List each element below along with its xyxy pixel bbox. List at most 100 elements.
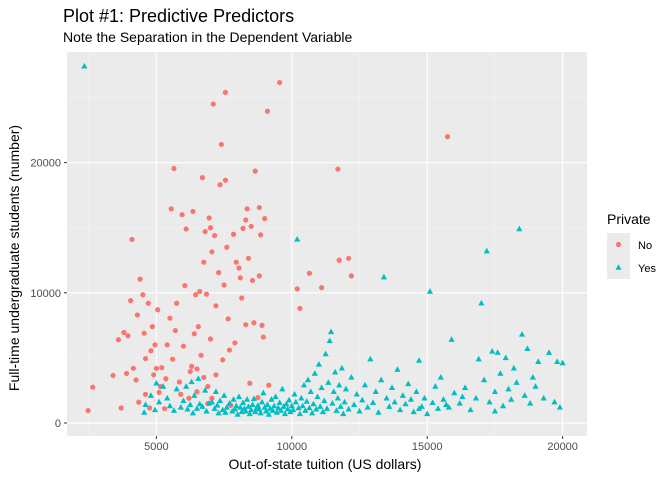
data-point-no — [183, 226, 189, 232]
y-tick-label: 20000 — [30, 158, 61, 170]
data-point-yes — [268, 396, 275, 402]
data-point-yes — [233, 402, 240, 409]
data-point-yes — [196, 400, 203, 407]
data-point-yes — [229, 407, 236, 414]
data-point-yes — [413, 388, 420, 394]
data-point-yes — [183, 383, 190, 389]
data-point-yes — [467, 406, 474, 413]
data-point-yes — [499, 402, 507, 409]
data-point-no — [172, 327, 178, 334]
data-point-yes — [223, 403, 230, 410]
data-point-no — [255, 395, 261, 401]
data-point-yes — [356, 407, 363, 414]
data-point-yes — [264, 401, 271, 407]
data-point-no — [197, 288, 203, 295]
data-point-no — [240, 225, 246, 231]
data-point-yes — [246, 410, 253, 417]
data-point-yes — [279, 385, 286, 392]
chart-subtitle: Note the Separation in the Dependent Var… — [63, 29, 352, 45]
legend-title: Private — [607, 211, 651, 227]
data-point-yes — [269, 407, 276, 413]
data-point-no — [134, 312, 141, 318]
data-point-yes — [304, 376, 312, 383]
data-point-no — [121, 329, 127, 336]
data-point-no — [336, 257, 342, 263]
data-point-no — [221, 282, 227, 288]
data-point-no — [141, 330, 147, 336]
data-point-no — [335, 166, 341, 172]
data-point-yes — [184, 405, 191, 412]
data-point-yes — [516, 225, 523, 232]
data-point-yes — [239, 399, 247, 406]
data-point-yes — [248, 406, 255, 413]
data-point-yes — [338, 364, 345, 371]
data-point-yes — [437, 374, 444, 380]
data-point-yes — [276, 399, 283, 406]
data-point-no — [346, 255, 352, 261]
data-point-no — [251, 320, 257, 326]
data-point-yes — [290, 406, 297, 413]
data-point-yes — [323, 405, 331, 411]
data-point-no — [199, 175, 206, 181]
data-point-yes — [480, 376, 488, 383]
data-point-no — [294, 286, 300, 292]
data-point-yes — [203, 407, 210, 414]
data-point-yes — [424, 410, 431, 417]
data-point-no — [209, 395, 215, 401]
data-point-yes — [294, 236, 301, 242]
data-point-yes — [265, 411, 272, 417]
data-point-yes — [284, 405, 291, 412]
data-point-yes — [230, 396, 237, 402]
data-point-yes — [291, 390, 298, 397]
data-point-yes — [325, 379, 332, 385]
data-point-yes — [364, 403, 371, 410]
data-point-yes — [432, 383, 439, 389]
data-point-no — [156, 389, 162, 395]
data-point-yes — [249, 401, 256, 407]
data-point-yes — [299, 402, 306, 409]
data-point-no — [193, 292, 199, 298]
data-point-yes — [510, 364, 517, 371]
data-point-yes — [164, 394, 171, 401]
data-point-no — [444, 134, 451, 140]
data-point-yes — [491, 407, 499, 414]
data-point-no — [137, 276, 143, 282]
data-point-no — [90, 384, 96, 390]
data-point-no — [168, 206, 174, 212]
data-point-yes — [212, 388, 220, 394]
series-no-points — [85, 79, 451, 414]
data-point-yes — [472, 394, 480, 401]
data-point-yes — [283, 400, 290, 407]
grid-major — [67, 52, 587, 436]
data-point-no — [202, 229, 208, 235]
data-point-yes — [242, 407, 249, 414]
data-point-yes — [220, 392, 228, 398]
data-point-no — [262, 216, 268, 222]
data-point-no — [259, 322, 265, 328]
data-point-no — [140, 292, 146, 298]
data-point-no — [145, 300, 151, 306]
data-point-no — [236, 265, 242, 271]
data-point-yes — [298, 394, 305, 401]
plot-panel — [67, 52, 587, 436]
data-point-yes — [245, 403, 252, 409]
data-point-yes — [310, 400, 317, 407]
data-point-no — [149, 324, 155, 330]
data-point-yes — [235, 393, 243, 400]
data-point-yes — [345, 405, 352, 412]
data-point-no — [244, 206, 250, 212]
data-point-yes — [341, 398, 348, 405]
data-point-yes — [378, 376, 385, 383]
data-point-no — [198, 352, 204, 358]
data-point-yes — [443, 401, 450, 407]
data-point-yes — [391, 398, 398, 405]
data-point-no — [188, 363, 195, 369]
data-point-yes — [334, 394, 341, 401]
data-point-no — [248, 223, 254, 230]
data-point-no — [225, 316, 231, 322]
data-point-no — [128, 298, 134, 304]
data-point-yes — [486, 398, 493, 405]
data-point-yes — [415, 405, 423, 411]
data-point-no — [153, 365, 159, 371]
data-point-yes — [287, 408, 294, 415]
